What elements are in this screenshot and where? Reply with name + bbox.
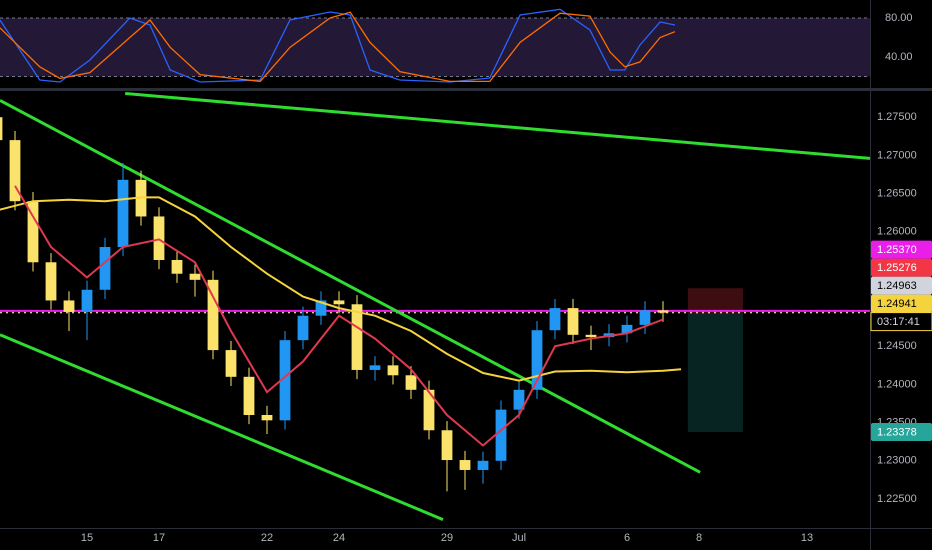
candle-body [225,350,237,377]
candle-body [459,460,471,470]
price-label: 1.24941 [877,298,917,310]
moving-average [0,196,682,382]
axes: 15 17 22 24 29 Jul 6 8 13 1.27500 1.27000 1.26500 1.… [81,12,932,544]
oscillator-line [0,11,676,83]
trendline [0,333,444,521]
y-tick-label: 1.24500 [877,340,917,352]
x-tick-label: Jul [512,532,526,544]
price-label: 1.25370 [877,244,917,256]
oscillator-band [0,18,870,77]
y-tick-label: 1.27500 [877,111,917,123]
x-tick-label: 15 [81,532,93,544]
candle-body [243,376,255,415]
candle-body [153,216,165,260]
candle-body [405,375,417,390]
price-label: 1.24963 [877,280,917,292]
candle-body [279,340,291,421]
candle-body [63,300,75,312]
oscillator-tick-label: 80.00 [885,12,913,24]
y-tick-label: 1.23000 [877,455,917,467]
candle-body [531,330,543,390]
candle-body [387,365,399,376]
countdown: 03:17:41 [877,316,920,328]
trendline [0,99,701,474]
countdown-box [870,312,932,332]
price-label: 1.25276 [877,262,917,274]
candle-body [117,179,129,248]
candle-body [45,262,57,301]
candle-body [261,414,273,421]
x-tick-label: 6 [624,532,630,544]
candle-body [639,310,651,325]
target-zone [687,313,743,432]
candle-body [351,304,363,370]
x-tick-label: 13 [801,532,813,544]
candle-body [315,300,327,316]
candle-body [207,279,219,351]
y-tick-label: 1.26000 [877,226,917,238]
candle-body [423,389,435,431]
oscillator-pane [0,8,870,83]
oscillator-tick-label: 40.00 [885,51,913,63]
x-tick-label: 17 [153,532,165,544]
price-label-box [871,422,932,441]
x-tick-label: 22 [261,532,273,544]
x-tick-label: 24 [333,532,345,544]
moving-average [14,185,664,447]
y-tick-label: 1.22500 [877,493,917,505]
candle-body [0,117,3,141]
candle-body [81,289,93,312]
x-tick-label: 29 [441,532,453,544]
main-pane [0,92,870,521]
y-tick-label: 1.27000 [877,149,917,161]
price-label-box [871,276,932,295]
candle-body [585,334,597,338]
candle-body [477,460,489,470]
candle-body [333,300,345,305]
price-label-box [871,240,932,259]
candle-body [567,308,579,335]
candle-body [27,201,39,263]
candle-body [513,389,525,410]
stop-zone [687,288,743,314]
candle-body [297,315,309,341]
candle-body [369,365,381,370]
candle-body [99,247,111,290]
trendline [125,92,870,160]
price-label-box [871,258,932,277]
candle-body [621,324,633,334]
candle-body [495,409,507,461]
y-tick-label: 1.26500 [877,187,917,199]
y-tick-label: 1.24000 [877,378,917,390]
candle-body [171,259,183,274]
candle-body [549,308,561,331]
oscillator-line [0,8,676,83]
candle-body [189,273,201,280]
price-label: 1.23378 [877,426,917,438]
candle-body [9,140,21,202]
candle-body [657,310,669,313]
price-label-box [871,294,932,313]
x-tick-label: 8 [696,532,702,544]
candle-body [441,430,453,461]
